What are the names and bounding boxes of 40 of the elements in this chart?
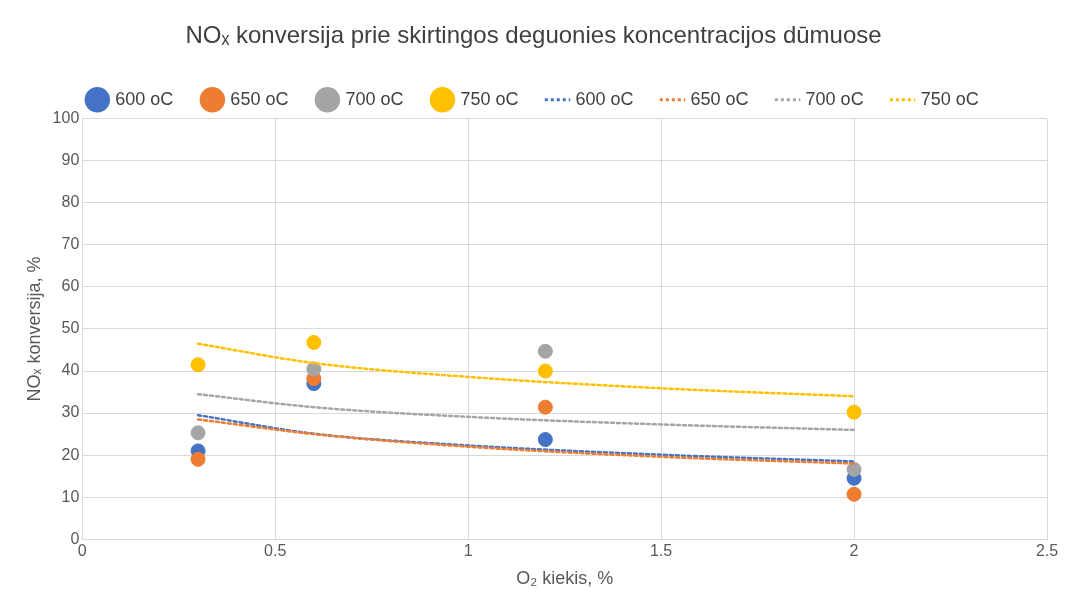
y-tick-label: 80	[61, 193, 80, 211]
legend-label: 750 oC	[920, 88, 979, 109]
x-tick-label: 0.5	[264, 542, 287, 560]
point	[537, 432, 553, 448]
point	[190, 451, 206, 467]
y-tick-label: 70	[61, 235, 80, 253]
legend-label: 700 oC	[805, 88, 864, 109]
chart-title: NOₓ konversija prie skirtingos deguonies koncentracijos dūmuose	[185, 21, 882, 49]
point	[846, 404, 862, 420]
x-tick-label: 2	[849, 542, 859, 560]
point	[537, 363, 553, 379]
x-axis-title: O₂ kiekis, %	[516, 568, 614, 589]
y-tick-label: 30	[61, 403, 80, 421]
x-tick-label: 2.5	[1035, 542, 1059, 560]
point	[190, 425, 206, 441]
point	[537, 343, 553, 359]
legend-label: 700 oC	[345, 88, 404, 109]
y-tick-label: 0	[70, 529, 80, 547]
y-axis-title: NOₓ konversija, %	[23, 256, 44, 402]
y-tick-label: 10	[61, 487, 80, 505]
point	[846, 461, 862, 477]
legend-label: 600 oC	[115, 88, 174, 109]
legend-label: 650 oC	[690, 88, 749, 109]
y-tick-label: 50	[61, 319, 80, 337]
point	[846, 486, 862, 502]
y-tick-label: 20	[61, 445, 80, 463]
point	[537, 399, 553, 415]
y-tick-label: 100	[52, 109, 80, 127]
line-series	[196, 392, 856, 432]
y-tick-label: 90	[61, 151, 80, 169]
line-series	[196, 342, 856, 398]
y-tick-label: 40	[61, 361, 80, 379]
x-tick-label: 1.5	[649, 542, 673, 560]
x-tick-label: 1	[463, 542, 473, 560]
y-tick-label: 60	[61, 277, 80, 295]
legend-label: 600 oC	[575, 88, 634, 109]
legend-label: 750 oC	[460, 88, 519, 109]
legend-label: 650 oC	[230, 88, 289, 109]
point	[306, 334, 322, 350]
point	[190, 357, 206, 373]
